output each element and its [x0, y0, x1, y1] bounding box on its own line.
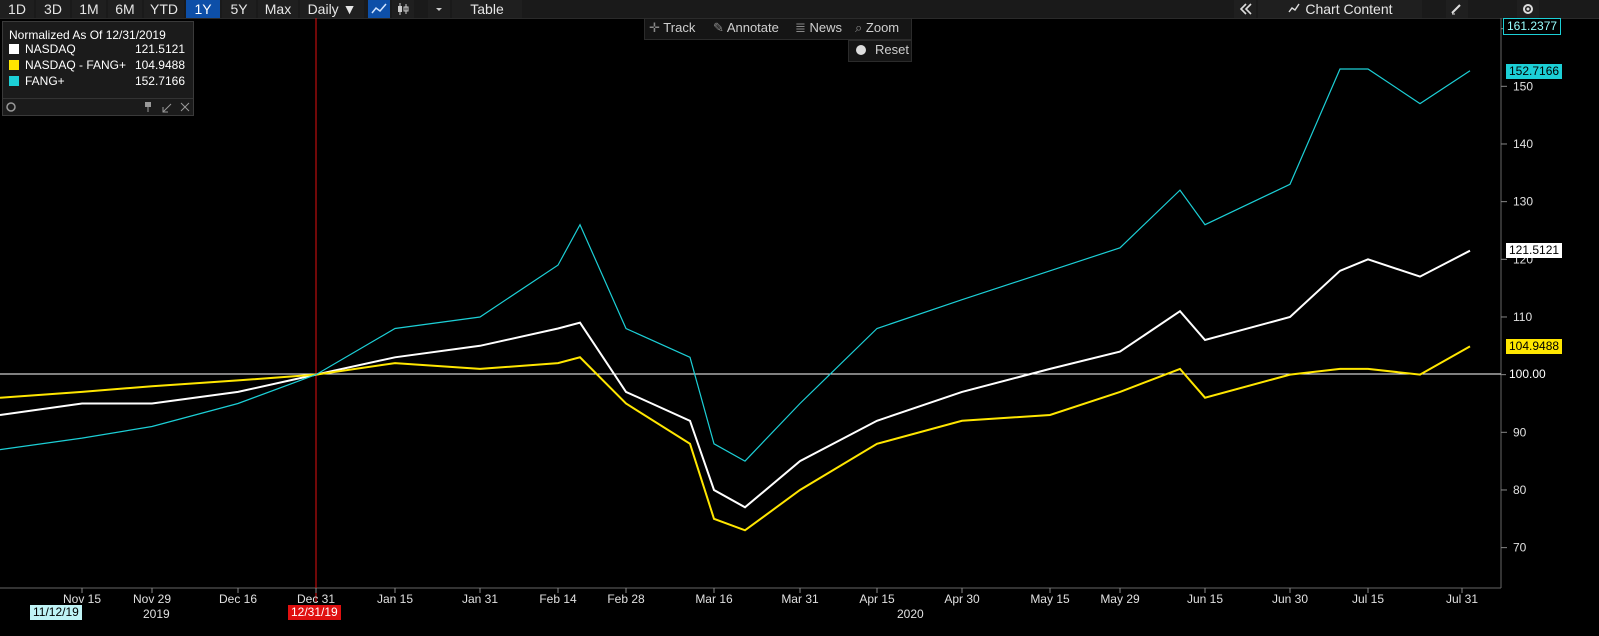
period-3d-button[interactable]: 3D — [36, 0, 70, 18]
axis-top-value-tag: 161.2377 — [1503, 18, 1562, 35]
edit-icon[interactable] — [1446, 0, 1468, 18]
legend-footer — [3, 98, 193, 115]
close-icon[interactable] — [180, 102, 190, 112]
legend-row-nasdaq[interactable]: NASDAQ 121.5121 — [9, 42, 189, 56]
legend-swatch — [9, 60, 19, 70]
y-tick-label: 140 — [1513, 137, 1533, 151]
period-max-button[interactable]: Max — [258, 0, 298, 18]
magnifier-icon: ⌕ — [855, 20, 863, 35]
crosshair-icon: ✛ — [649, 20, 660, 35]
chart-content-label: Chart Content — [1305, 1, 1393, 17]
legend-settings-icon[interactable] — [6, 102, 16, 112]
chart-content-icon — [1287, 0, 1301, 18]
line-chart-icon[interactable] — [368, 0, 390, 18]
y-tick-label: 130 — [1513, 195, 1533, 209]
collapse-arrow-icon[interactable] — [162, 103, 172, 113]
candlestick-icon[interactable] — [392, 0, 414, 18]
x-tick-label: Nov 15 — [63, 592, 101, 606]
legend-swatch — [9, 44, 19, 54]
reset-label: Reset — [875, 42, 909, 57]
y-tick-label: 150 — [1513, 79, 1533, 93]
period-1y-button[interactable]: 1Y — [186, 0, 220, 18]
annotate-label: Annotate — [726, 20, 779, 35]
x-tick-layer: Nov 15 Nov 29 Dec 16 Dec 31 Jan 15 Jan 31 Feb … — [63, 588, 1478, 606]
baseline-value-tag: 100.00 — [1506, 367, 1549, 382]
x-tick-label: Jun 30 — [1272, 592, 1308, 606]
annotate-button[interactable]: ✎ Annotate — [713, 19, 779, 37]
x-tick-label: Nov 29 — [133, 592, 171, 606]
track-label: Track — [663, 20, 696, 35]
news-icon: ≣ — [795, 20, 806, 35]
x-tick-label: Mar 16 — [695, 592, 733, 606]
news-label: News — [809, 20, 843, 35]
period-1d-button[interactable]: 1D — [0, 0, 34, 18]
chart-interaction-menu: ✛ Track ✎ Annotate ≣ News ⌕ Zoom — [644, 18, 912, 40]
table-button[interactable]: Table — [452, 0, 522, 18]
x-tick-label: Apr 30 — [944, 592, 980, 606]
zoom-button[interactable]: ⌕ Zoom — [855, 19, 899, 37]
y-tick-layer: 160150140130120110100908070 — [1501, 22, 1533, 555]
legend-box[interactable]: Normalized As Of 12/31/2019 NASDAQ 121.5… — [2, 21, 194, 116]
pencil-icon: ✎ — [713, 20, 724, 35]
y-tick-label: 80 — [1513, 483, 1527, 497]
x-tick-label: May 15 — [1030, 592, 1070, 606]
period-1m-button[interactable]: 1M — [72, 0, 106, 18]
legend-row-nasdaq-ex-fang[interactable]: NASDAQ - FANG+ 104.9488 — [9, 58, 189, 72]
period-ytd-button[interactable]: YTD — [144, 0, 184, 18]
period-6m-button[interactable]: 6M — [108, 0, 142, 18]
chart-toolbar: 1D 3D 1M 6M YTD 1Y 5Y Max Daily ▼ Table … — [0, 0, 1599, 19]
y-tick-label: 70 — [1513, 541, 1527, 555]
period-5y-button[interactable]: 5Y — [222, 0, 256, 18]
radio-icon — [856, 45, 866, 55]
pin-icon[interactable] — [145, 102, 151, 112]
nasdaq-last-value-tag: 121.5121 — [1506, 243, 1563, 258]
legend-swatch — [9, 76, 19, 86]
legend-name: NASDAQ — [25, 42, 76, 56]
legend-value: 104.9488 — [134, 58, 185, 72]
x-tick-label: Dec 31 — [297, 592, 335, 606]
legend-name: NASDAQ - FANG+ — [25, 58, 127, 72]
frequency-dropdown[interactable]: Daily ▼ — [300, 0, 364, 18]
zoom-label: Zoom — [865, 20, 900, 35]
x-tick-label: Mar 31 — [781, 592, 819, 606]
legend-value: 121.5121 — [134, 42, 185, 56]
year-2020-label: 2020 — [897, 607, 924, 621]
news-button[interactable]: ≣ News — [795, 19, 842, 37]
fang-last-value-tag: 152.7166 — [1506, 64, 1563, 79]
range-start-tag: 11/12/19 — [30, 605, 82, 620]
x-tick-label: Jul 15 — [1352, 592, 1384, 606]
series-line-fang-[interactable] — [0, 68, 1471, 462]
series-line-nasdaq[interactable] — [0, 249, 1471, 509]
track-button[interactable]: ✛ Track — [649, 19, 695, 37]
legend-row-fang[interactable]: FANG+ 152.7166 — [9, 74, 189, 88]
x-tick-label: Jun 15 — [1187, 592, 1223, 606]
settings-gear-icon[interactable] — [1517, 0, 1539, 18]
dropdown-caret-icon[interactable] — [428, 0, 450, 18]
x-tick-label: Apr 15 — [859, 592, 895, 606]
double-chevron-left-icon[interactable] — [1234, 0, 1256, 18]
y-tick-label: 90 — [1513, 425, 1527, 439]
nasdaq-ex-fang-last-value-tag: 104.9488 — [1506, 339, 1563, 354]
x-tick-label: Dec 16 — [219, 592, 257, 606]
legend-title: Normalized As Of 12/31/2019 — [9, 28, 166, 42]
legend-name: FANG+ — [25, 74, 65, 88]
x-tick-label: Jul 31 — [1446, 592, 1478, 606]
x-tick-label: Jan 15 — [377, 592, 413, 606]
reset-button[interactable]: Reset — [848, 40, 912, 62]
chart-content-button[interactable]: Chart Content — [1258, 0, 1422, 18]
x-tick-label: May 29 — [1100, 592, 1140, 606]
x-tick-label: Jan 31 — [462, 592, 498, 606]
year-2019-label: 2019 — [143, 607, 170, 621]
legend-value: 152.7166 — [134, 74, 185, 88]
x-tick-label: Feb 28 — [607, 592, 645, 606]
normalize-date-tag: 12/31/19 — [288, 605, 341, 620]
x-tick-label: Feb 14 — [539, 592, 577, 606]
y-tick-label: 110 — [1513, 310, 1532, 324]
series-layer — [0, 68, 1471, 532]
